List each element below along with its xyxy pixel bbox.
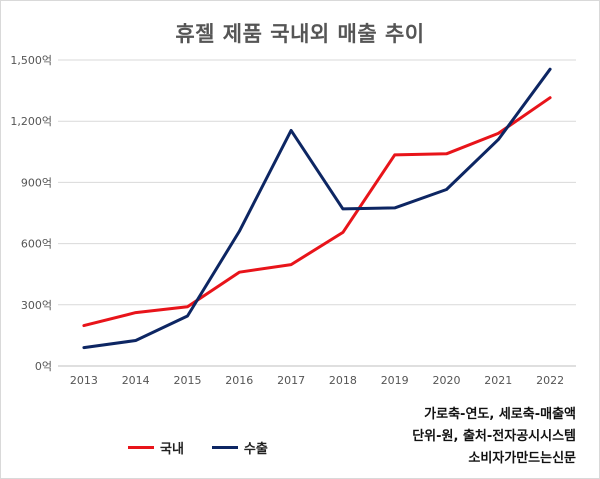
x-tick-label: 2022 (536, 374, 564, 387)
x-tick-label: 2013 (70, 374, 98, 387)
legend-item-domestic: 국내 (128, 438, 184, 457)
x-axis-ticks: 2013 2014 2015 2016 2017 2018 2019 2020 2021 2022 (70, 374, 564, 387)
legend-item-export: 수출 (211, 438, 268, 457)
legend-swatch-export (211, 446, 238, 449)
axis-note: 가로축-연도, 세로축-매출액 (424, 407, 576, 422)
chart-title: 휴젤 제품 국내외 매출 추이 (175, 22, 425, 46)
series-line-domestic (82, 96, 552, 328)
y-axis-ticks: 0억 300억 600억 900억 1,200억 1,500억 (10, 54, 52, 373)
legend-swatch-domestic (128, 446, 154, 449)
y-tick-label: 300억 (21, 299, 52, 312)
gridlines (58, 59, 576, 367)
x-tick-label: 2015 (174, 374, 202, 387)
legend-label-export: 수출 (243, 442, 268, 457)
legend: 국내 수출 (128, 438, 268, 457)
credit-note: 소비자가만드는신문 (468, 451, 576, 466)
x-tick-label: 2019 (381, 374, 409, 387)
y-tick-label: 900억 (21, 176, 52, 189)
source-note: 단위-원, 출처-전자공시시스템 (412, 429, 576, 444)
y-tick-label: 1,200억 (10, 115, 52, 128)
y-tick-label: 0억 (35, 360, 52, 373)
x-tick-label: 2018 (329, 374, 357, 387)
series-line-export (82, 67, 552, 350)
x-tick-label: 2016 (225, 374, 253, 387)
chart-notes: 가로축-연도, 세로축-매출액 단위-원, 출처-전자공시시스템 소비자가만드는… (412, 404, 576, 470)
y-tick-label: 1,500억 (10, 54, 52, 67)
y-tick-label: 600억 (21, 238, 52, 251)
series-lines (82, 67, 552, 350)
legend-label-domestic: 국내 (160, 442, 184, 457)
x-tick-label: 2014 (122, 374, 150, 387)
x-tick-label: 2020 (433, 374, 461, 387)
x-tick-label: 2021 (484, 374, 512, 387)
x-tick-label: 2017 (277, 374, 305, 387)
